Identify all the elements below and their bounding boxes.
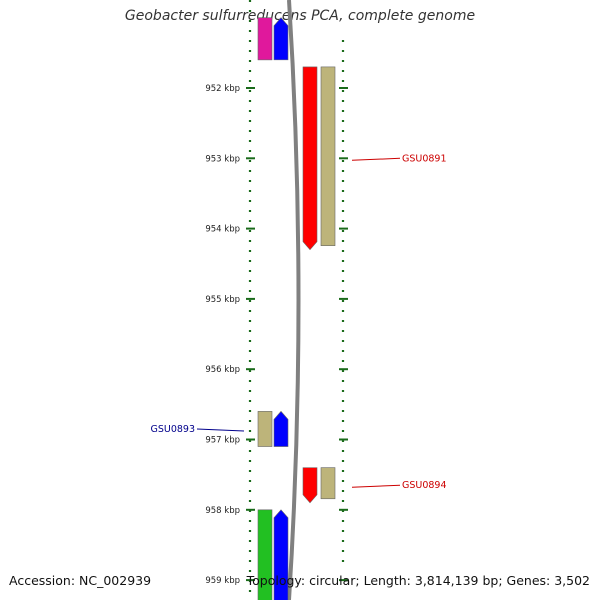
gene-label[interactable]: GSU0893 [150,424,195,435]
axis-tick-label: 952 kbp [205,84,240,94]
cds-GSU0894[interactable] [320,467,336,500]
gene-upstream-rna[interactable] [273,17,289,61]
label-leader [351,157,401,161]
axis-tick-label: 953 kbp [205,154,240,164]
axis-tick-label: 954 kbp [205,225,240,235]
accession-label: Accession: NC_002939 [9,573,152,588]
gene-GSU0894[interactable] [302,467,318,504]
label-leader [351,484,401,488]
cds-GSU0893[interactable] [257,411,273,447]
genome-backbone [287,0,301,600]
gene-downstream-rna[interactable] [273,509,289,600]
label-leader [196,428,245,432]
axis-tick-label: 959 kbp [205,576,240,586]
gene-GSU0891[interactable] [302,66,318,251]
gene-label[interactable]: GSU0891 [402,153,447,164]
cds-GSU0891[interactable] [320,66,336,246]
rna-upstream-rna[interactable] [257,17,273,61]
axis-tick-label: 957 kbp [205,436,240,446]
gene-label[interactable]: GSU0894 [402,480,447,491]
gene-GSU0893[interactable] [273,410,289,447]
axis-tick-label: 956 kbp [205,365,240,375]
genome-stats-label: Topology: circular; Length: 3,814,139 bp… [246,573,590,588]
axis-tick-label: 958 kbp [205,506,240,516]
rna-downstream-rna[interactable] [257,509,273,600]
map-title: Geobacter sulfurreducens PCA, complete g… [124,8,476,24]
axis-tick-label: 955 kbp [205,295,240,305]
